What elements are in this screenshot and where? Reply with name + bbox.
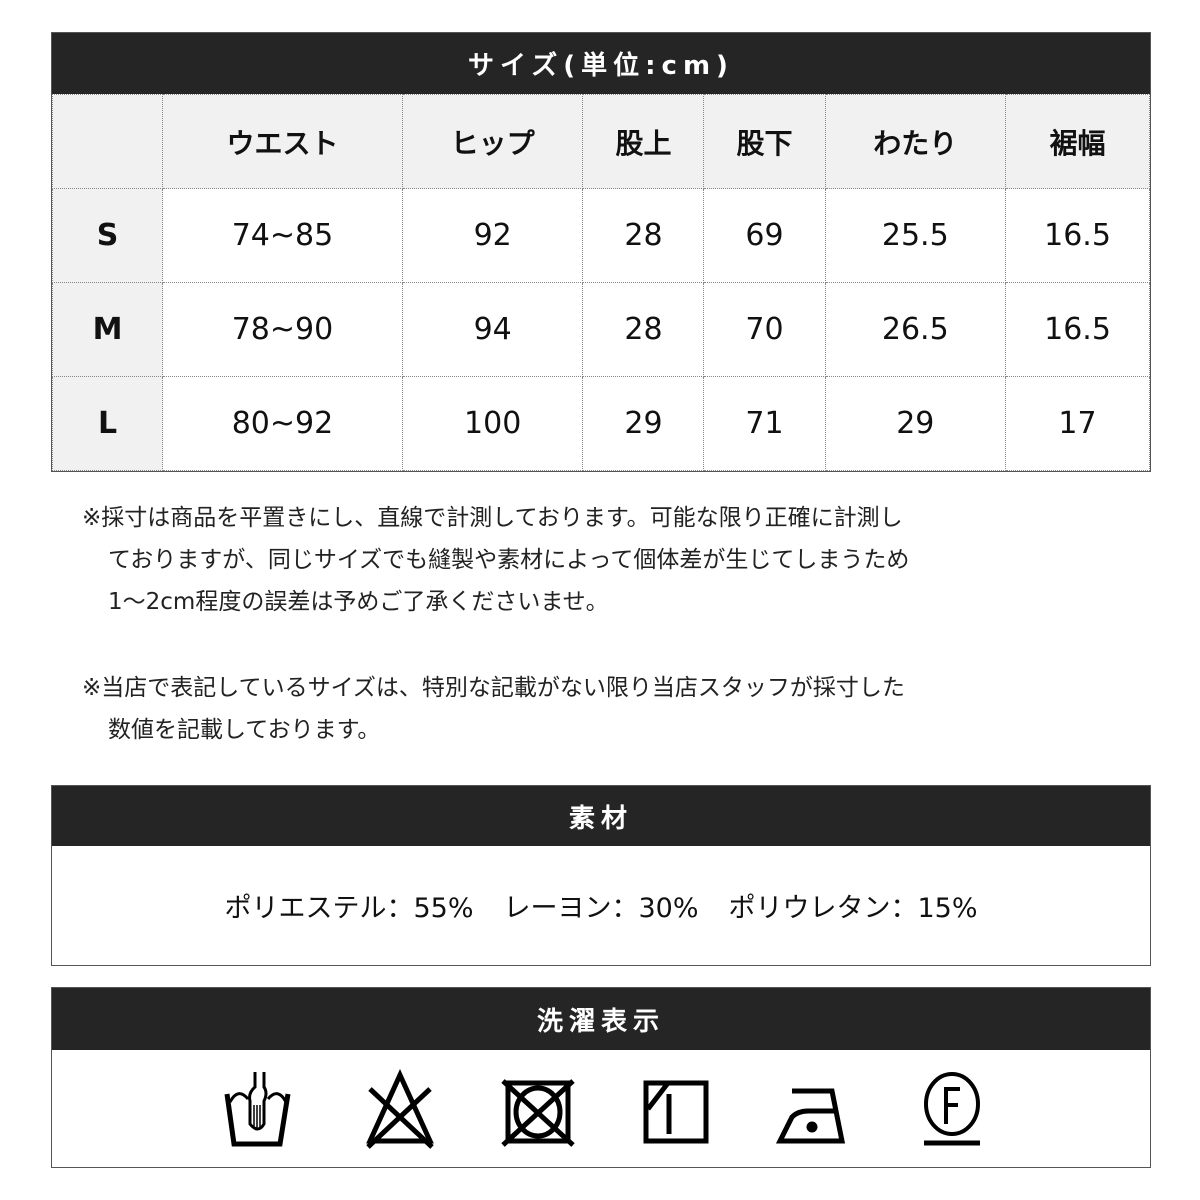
- cell: 28: [582, 188, 705, 283]
- no-tumble-dry-icon: [501, 1078, 575, 1147]
- column-header: ヒップ: [401, 94, 584, 189]
- column-header: ウエスト: [162, 94, 403, 189]
- note-line: 数値を記載しております。: [108, 717, 381, 743]
- column-header: わたり: [824, 94, 1007, 189]
- note-line: ておりますが、同じサイズでも縫製や素材によって個体差が生じてしまうため: [108, 547, 910, 573]
- cell: 28: [582, 282, 705, 377]
- cell: 94: [401, 282, 584, 377]
- cell: 16.5: [1005, 282, 1150, 377]
- size-label: L: [52, 376, 163, 471]
- column-header: [52, 94, 163, 189]
- column-header: 股下: [703, 94, 826, 189]
- cell: 80~92: [162, 376, 403, 471]
- cell: 74~85: [162, 188, 403, 283]
- note-line: ※当店で表記しているサイズは、特別な記載がない限り当店スタッフが採寸した: [82, 675, 905, 701]
- hand-wash-icon: [224, 1071, 291, 1146]
- cell: 71: [703, 376, 826, 471]
- cell: 26.5: [824, 282, 1007, 377]
- measurement-note: ※採寸は商品を平置きにし、直線で計測しております。可能な限り正確に計測し ており…: [82, 497, 909, 623]
- material-title: 素材: [52, 786, 1150, 846]
- cell: 69: [703, 188, 826, 283]
- size-label: M: [52, 282, 163, 377]
- table-row: S 74~85 92 28 69 25.5 16.5: [52, 188, 1150, 283]
- size-table-title: サイズ(単位:cm): [52, 33, 1150, 94]
- note-line: ※採寸は商品を平置きにし、直線で計測しております。可能な限り正確に計測し: [82, 505, 903, 531]
- table-header-row: ウエスト ヒップ 股上 股下 わたり 裾幅: [52, 94, 1150, 189]
- care-title: 洗濯表示: [52, 988, 1150, 1050]
- cell: 70: [703, 282, 826, 377]
- size-table: サイズ(単位:cm) ウエスト ヒップ 股上 股下 わたり 裾幅 S 74~85…: [51, 32, 1151, 472]
- material-item: ポリエステル：55%: [224, 893, 474, 924]
- cell: 29: [824, 376, 1007, 471]
- size-label: S: [52, 188, 163, 283]
- no-bleach-icon: [366, 1068, 434, 1149]
- size-note: ※当店で表記しているサイズは、特別な記載がない限り当店スタッフが採寸した 数値を…: [82, 667, 905, 751]
- dry-clean-f-icon: [924, 1071, 980, 1145]
- cell: 92: [401, 188, 584, 283]
- cell: 78~90: [162, 282, 403, 377]
- cell: 100: [401, 376, 584, 471]
- table-row: M 78~90 94 28 70 26.5 16.5: [52, 282, 1150, 377]
- column-header: 裾幅: [1005, 94, 1150, 189]
- cell: 29: [582, 376, 705, 471]
- iron-low-icon: [775, 1088, 846, 1143]
- table-row: L 80~92 100 29 71 29 17: [52, 376, 1150, 471]
- column-header: 股上: [582, 94, 705, 189]
- care-section: 洗濯表示: [51, 987, 1151, 1168]
- material-section: 素材 ポリエステル：55% レーヨン：30% ポリウレタン：15%: [51, 785, 1151, 966]
- cell: 16.5: [1005, 188, 1150, 283]
- line-dry-shade-icon: [643, 1080, 709, 1143]
- material-item: ポリウレタン：15%: [728, 893, 978, 924]
- cell: 17: [1005, 376, 1150, 471]
- material-item: レーヨン：30%: [503, 893, 699, 924]
- note-line: 1～2cm程度の誤差は予めご了承くださいませ。: [108, 589, 609, 615]
- cell: 25.5: [824, 188, 1007, 283]
